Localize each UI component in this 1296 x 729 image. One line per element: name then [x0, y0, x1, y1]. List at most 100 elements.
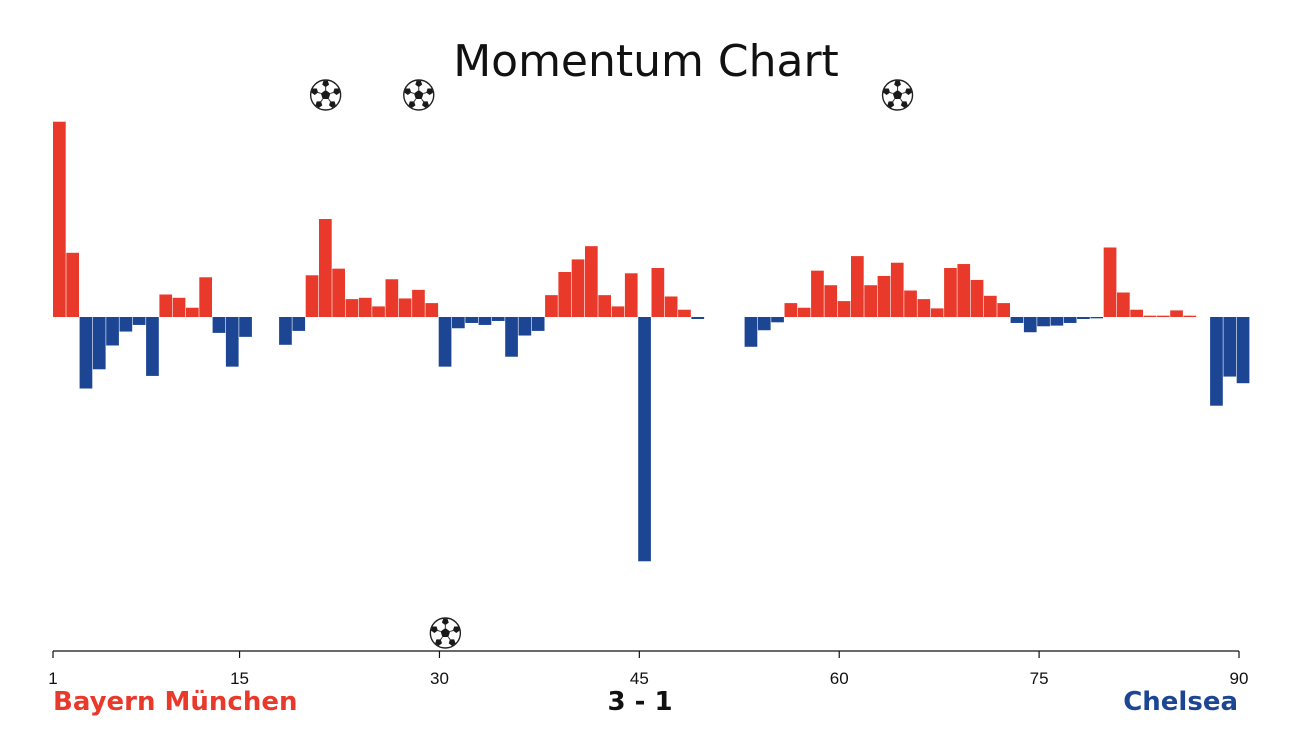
bar-minute-24 — [358, 297, 372, 317]
bar-minute-22 — [332, 268, 345, 317]
bar-minute-28 — [412, 289, 425, 317]
bar-minute-44 — [624, 273, 638, 317]
bar-minute-60 — [837, 301, 851, 317]
bar-minute-69 — [957, 264, 971, 317]
bar-minute-39 — [558, 271, 572, 317]
x-tick-label-90: 90 — [1230, 669, 1249, 688]
bar-minute-76 — [1050, 317, 1064, 326]
bar-minute-61 — [851, 256, 864, 317]
bar-minute-74 — [1023, 317, 1037, 333]
x-tick-label-60: 60 — [830, 669, 849, 688]
home-team-label: Bayern München — [53, 687, 298, 717]
bar-minute-8 — [146, 317, 159, 376]
bar-minute-30 — [438, 317, 452, 367]
x-tick-label-30: 30 — [430, 669, 449, 688]
bar-minute-41 — [585, 246, 598, 317]
bar-minute-7 — [132, 317, 146, 325]
bar-minute-32 — [465, 317, 478, 323]
bar-minute-26 — [385, 279, 399, 317]
bar-minute-40 — [571, 259, 585, 317]
soccer-ball-icon — [881, 79, 914, 111]
bar-minute-4 — [92, 317, 106, 370]
bar-minute-31 — [452, 317, 465, 329]
away-team-label: Chelsea — [1123, 687, 1238, 717]
bar-minute-33 — [478, 317, 492, 325]
bar-minute-37 — [531, 317, 545, 331]
bar-minute-47 — [664, 296, 678, 317]
bar-minute-3 — [79, 317, 93, 389]
bar-minute-57 — [797, 307, 811, 317]
bar-minute-14 — [225, 317, 239, 367]
bar-minute-13 — [212, 317, 226, 333]
bar-minute-80 — [1103, 247, 1117, 317]
bar-minute-62 — [864, 285, 877, 317]
bars-group — [53, 121, 1250, 562]
bar-minute-19 — [292, 317, 306, 331]
bar-minute-42 — [598, 295, 611, 317]
x-axis: 1 15 30 45 60 75 90 — [48, 650, 1249, 688]
bar-minute-18 — [279, 317, 292, 345]
bar-minute-65 — [904, 290, 917, 317]
bar-minute-1 — [53, 121, 66, 318]
bar-minute-72 — [997, 303, 1010, 317]
bar-minute-59 — [824, 285, 838, 317]
bar-minute-64 — [890, 262, 904, 317]
bar-minute-58 — [811, 270, 824, 317]
bar-minute-11 — [186, 307, 199, 317]
bar-minute-89 — [1223, 317, 1237, 377]
bar-minute-48 — [678, 309, 691, 317]
bar-minute-9 — [159, 294, 173, 317]
bar-minute-85 — [1170, 310, 1183, 317]
bar-minute-36 — [518, 317, 532, 336]
bar-minute-5 — [106, 317, 119, 346]
bar-minute-79 — [1090, 317, 1104, 319]
bar-minute-68 — [944, 268, 957, 317]
bar-minute-67 — [930, 308, 944, 317]
bar-minute-53 — [744, 317, 758, 347]
bar-minute-49 — [691, 317, 705, 319]
bar-minute-27 — [398, 298, 412, 317]
x-tick-label-15: 15 — [230, 669, 249, 688]
bar-minute-6 — [119, 317, 133, 332]
x-tick-label-75: 75 — [1030, 669, 1049, 688]
bar-minute-25 — [372, 306, 385, 317]
bar-minute-78 — [1077, 317, 1090, 319]
bar-minute-43 — [611, 306, 625, 317]
bar-minute-29 — [425, 303, 439, 317]
bar-minute-86 — [1183, 315, 1197, 317]
bar-minute-10 — [172, 297, 186, 317]
bar-minute-71 — [984, 295, 997, 317]
bar-minute-21 — [319, 219, 332, 317]
bar-minute-63 — [877, 275, 891, 317]
bar-minute-83 — [1143, 315, 1157, 317]
bar-minute-38 — [545, 295, 558, 317]
bar-minute-90 — [1236, 317, 1250, 384]
soccer-ball-icon — [309, 79, 342, 111]
soccer-ball-icon — [403, 79, 435, 111]
bar-minute-75 — [1037, 317, 1050, 327]
bar-minute-2 — [66, 252, 79, 317]
soccer-ball-icon — [429, 617, 462, 649]
bar-minute-23 — [345, 299, 359, 317]
score-label: 3 - 1 — [607, 687, 672, 717]
bar-minute-45 — [638, 317, 651, 562]
bar-minute-77 — [1063, 317, 1077, 323]
bar-minute-81 — [1117, 292, 1130, 317]
bar-minute-35 — [505, 317, 518, 357]
bar-minute-34 — [491, 317, 505, 321]
bar-minute-46 — [651, 268, 665, 317]
bar-minute-82 — [1130, 309, 1143, 317]
bar-minute-54 — [757, 317, 771, 331]
bar-minute-88 — [1210, 317, 1223, 406]
bar-minute-55 — [771, 317, 784, 323]
bar-minute-84 — [1156, 315, 1170, 317]
bar-minute-70 — [970, 279, 984, 317]
bar-minute-15 — [239, 317, 252, 337]
x-tick-label-1: 1 — [48, 669, 57, 688]
goal-markers-group — [309, 79, 914, 649]
chart-title: Momentum Chart — [453, 36, 839, 87]
x-tick-label-45: 45 — [630, 669, 649, 688]
bar-minute-66 — [917, 299, 931, 317]
